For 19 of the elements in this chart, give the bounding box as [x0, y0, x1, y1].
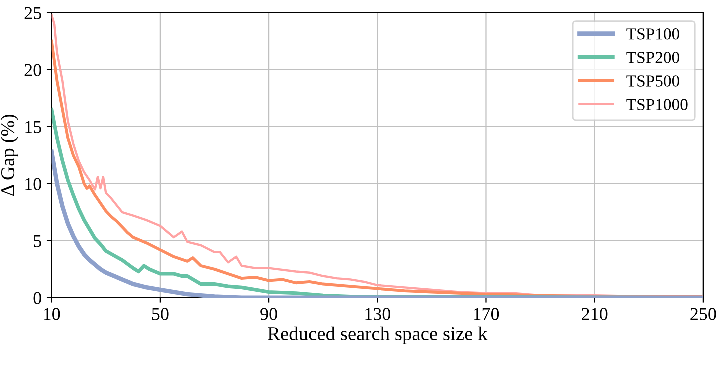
legend-label: TSP1000	[626, 99, 688, 110]
y-tick-label: 0	[34, 292, 42, 304]
x-tick-label: 170	[474, 308, 500, 320]
legend-label: TSP500	[626, 76, 680, 87]
x-axis-title: Reduced search space size k	[268, 326, 488, 344]
y-axis-title: Δ Gap (%)	[0, 114, 19, 196]
y-tick-label: 10	[26, 178, 42, 190]
y-tick-label: 5	[34, 235, 42, 248]
x-tick-label: 130	[366, 308, 390, 320]
y-tick-label: 15	[26, 121, 42, 134]
x-tick-label: 50	[152, 308, 169, 320]
y-tick-label: 25	[24, 7, 42, 20]
x-tick-label: 10	[44, 308, 60, 320]
x-tick-label: 90	[260, 308, 278, 320]
x-tick-label: 250	[690, 308, 716, 320]
x-tick-label: 210	[582, 308, 608, 320]
legend-label: TSP200	[626, 52, 680, 64]
y-tick-label: 20	[24, 64, 42, 76]
legend-label: TSP100	[626, 28, 680, 40]
